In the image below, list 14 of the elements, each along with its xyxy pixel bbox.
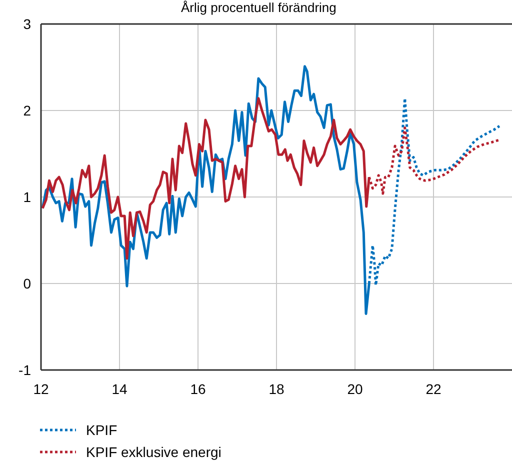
legend-label: KPIF exklusive energi [86,444,222,460]
x-tick-label: 12 [33,381,49,397]
x-tick-label: 14 [112,381,128,397]
y-tick-label: 3 [23,16,32,32]
y-tick-label: 0 [23,275,32,292]
x-tick-label: 16 [190,381,206,397]
y-tick-label: 2 [23,102,32,118]
chart-title: Årlig procentuell förändring [181,0,336,15]
y-tick-label: 1 [23,188,32,205]
legend-label: KPIF [86,422,118,438]
y-tick-label: -1 [18,362,32,378]
x-tick-label: 22 [426,381,442,397]
x-tick-label: 20 [347,381,363,397]
x-tick-label: 18 [268,381,284,397]
